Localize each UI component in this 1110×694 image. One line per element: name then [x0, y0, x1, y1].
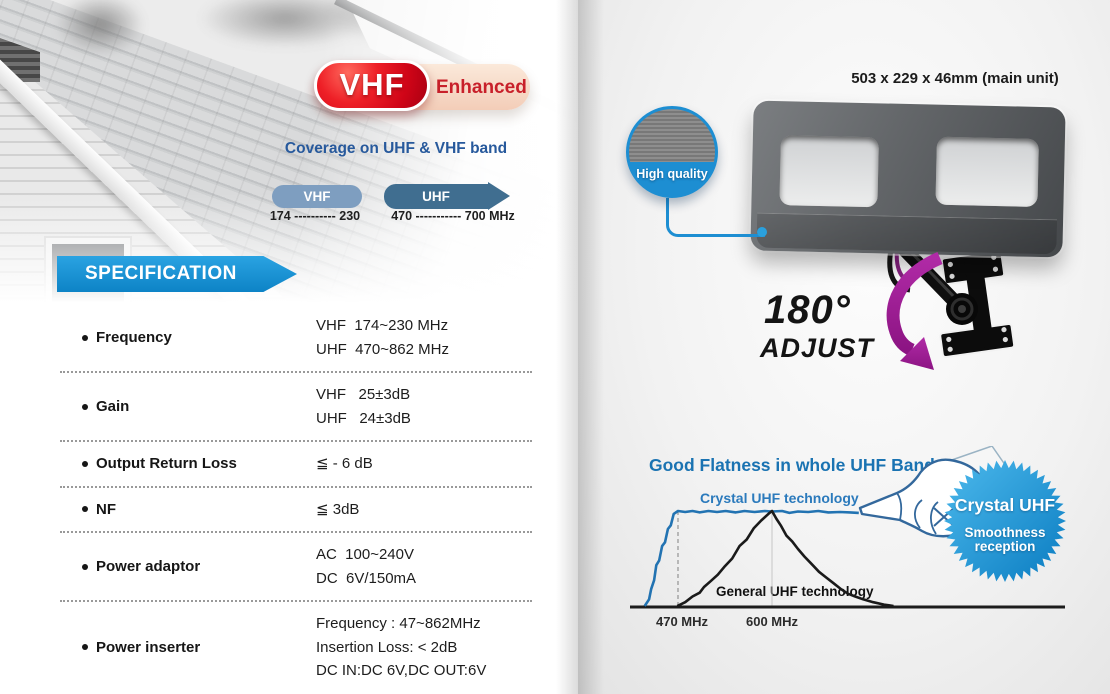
chart-title: Good Flatness in whole UHF Band — [649, 455, 935, 475]
badge-subtitle-2: reception — [974, 539, 1036, 554]
spec-table: Frequency VHF 174~230 MHz UHF 470~862 MH… — [60, 304, 532, 693]
callout-dot — [757, 227, 767, 237]
spec-row-nf: NF ≦ 3dB — [60, 488, 532, 533]
wall-mount-bracket — [887, 241, 1016, 358]
spec-value-line: AC 100~240V — [316, 546, 414, 563]
spec-value-line: UHF 24±3dB — [316, 409, 411, 427]
specification-banner — [57, 256, 297, 292]
bracket-wall-plate — [939, 249, 1016, 358]
zoom-circle: High quality — [626, 106, 718, 198]
general-series-label: General UHF technology — [716, 584, 874, 599]
spec-value-line: VHF 174~230 MHz — [316, 317, 449, 334]
spec-value-line: DC 6V/150mA — [316, 569, 417, 587]
spec-value-line: UHF 470~862 MHz — [316, 340, 449, 358]
adjust-degrees-label: 180° — [764, 288, 851, 332]
spec-row-frequency: Frequency VHF 174~230 MHz UHF 470~862 MH… — [60, 304, 532, 373]
tick-label-470: 470 MHz — [655, 614, 709, 629]
vhf-red-pill — [314, 60, 430, 111]
antenna-hole-right — [935, 136, 1039, 207]
spec-value-line: ≦ - 6 dB — [316, 455, 373, 472]
spec-values: Frequency : 47~862MHz Insertion Loss: < … — [316, 612, 532, 683]
spec-row-gain: Gain VHF 25±3dB UHF 24±3dB — [60, 373, 532, 442]
spec-value-line: Insertion Loss: < 2dB — [316, 638, 458, 656]
spec-row-power-adaptor: Power adaptor AC 100~240V DC 6V/150mA — [60, 533, 532, 602]
spec-values: VHF 25±3dB UHF 24±3dB — [316, 383, 532, 430]
badge-title: Crystal UHF — [954, 495, 1056, 515]
dimensions-label: 503 x 229 x 46mm (main unit) — [851, 70, 1059, 87]
right-page-edge-shadow — [578, 0, 604, 694]
panel-seam — [756, 212, 1058, 255]
spec-value-line: VHF 25±3dB — [316, 386, 411, 403]
spec-values: ≦ 3dB — [316, 498, 532, 522]
spec-label: NF — [60, 501, 316, 518]
enhanced-label: Enhanced — [436, 77, 527, 98]
vhf-range-label: 174 ---------- 230 — [269, 209, 361, 223]
starburst-badge — [944, 460, 1066, 582]
spec-label: Power inserter — [60, 639, 316, 656]
tick-label-600: 600 MHz — [745, 614, 799, 629]
spec-values: ≦ - 6 dB — [316, 452, 532, 476]
spec-label: Power adaptor — [60, 558, 316, 575]
specification-title: SPECIFICATION — [85, 263, 237, 284]
spec-value-line: Frequency : 47~862MHz — [316, 615, 481, 632]
spec-values: VHF 174~230 MHz UHF 470~862 MHz — [316, 314, 532, 361]
crystal-series-label: Crystal UHF technology — [700, 490, 859, 506]
flatness-chart — [630, 509, 1065, 609]
adjust-word-label: ADJUST — [760, 333, 875, 363]
page-spine — [556, 0, 578, 694]
uhf-range-label: 470 ----------- 700 MHz — [391, 209, 515, 223]
spec-label: Frequency — [60, 329, 316, 346]
badge-subtitle-1: Smoothness — [964, 525, 1046, 540]
spec-values: AC 100~240V DC 6V/150mA — [316, 543, 532, 590]
uhf-band-arrow: UHF — [384, 184, 488, 209]
rotate-arrow-icon — [886, 252, 943, 370]
vhf-pill-label: VHF — [339, 67, 405, 102]
brushed-metal-texture — [629, 109, 715, 163]
left-page: Enhanced VHF Coverage on UHF & VHF band … — [0, 0, 578, 693]
spec-value-line: ≦ 3dB — [316, 500, 360, 518]
spec-row-power-inserter: Power inserter Frequency : 47~862MHz Ins… — [60, 602, 532, 693]
callout-line — [666, 198, 765, 237]
spec-value-line: DC IN:DC 6V,DC OUT:6V — [316, 662, 487, 679]
uhf-band-arrowhead — [488, 182, 510, 210]
antenna-hole-left — [779, 135, 879, 208]
high-quality-label: High quality — [636, 167, 708, 182]
antenna-panel — [750, 100, 1066, 258]
vhf-band-pill: VHF — [272, 185, 362, 208]
coverage-title: Coverage on UHF & VHF band — [284, 140, 508, 157]
spec-row-output-return-loss: Output Return Loss ≦ - 6 dB — [60, 442, 532, 488]
spec-label: Gain — [60, 398, 316, 415]
spec-label: Output Return Loss — [60, 455, 316, 472]
